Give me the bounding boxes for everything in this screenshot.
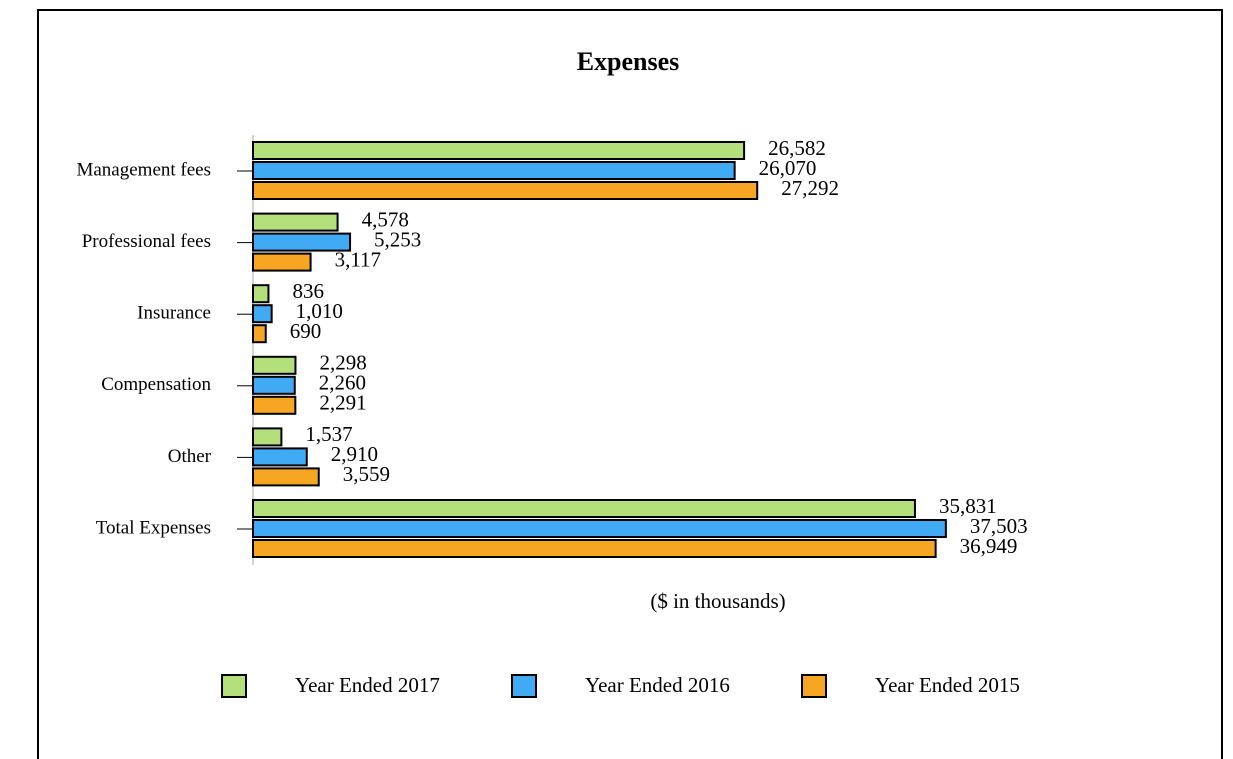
- bar: [252, 447, 308, 467]
- y-tick-label: Professional fees: [82, 231, 211, 252]
- bar: [252, 141, 746, 160]
- bar: [252, 355, 297, 375]
- value-label: 3,117: [335, 247, 381, 271]
- y-tick-label: Insurance: [137, 303, 211, 324]
- value-label: 35,831: [939, 494, 997, 518]
- bar: [252, 519, 947, 538]
- bar: [252, 427, 283, 447]
- chart-title: Expenses: [577, 47, 680, 76]
- bar: [252, 375, 296, 395]
- bar: [252, 324, 267, 344]
- value-label: 37,503: [970, 514, 1028, 538]
- bar: [252, 395, 297, 415]
- bar: [252, 499, 916, 518]
- bar: [252, 252, 312, 272]
- legend-swatch: [801, 674, 827, 698]
- value-label: 1,010: [296, 299, 343, 323]
- y-tick-label: Total Expenses: [96, 517, 211, 538]
- bar: [252, 284, 270, 304]
- legend-label: Year Ended 2017: [295, 673, 440, 697]
- value-label: 5,253: [374, 227, 421, 251]
- y-tick-label: Compensation: [101, 374, 211, 395]
- frame: [37, 9, 1223, 759]
- bar: [252, 212, 339, 232]
- bar: [252, 232, 352, 252]
- value-label: 3,559: [343, 462, 390, 486]
- value-label: 2,910: [331, 442, 378, 466]
- y-tick-label: Management fees: [76, 159, 211, 180]
- value-label: 26,070: [759, 156, 817, 180]
- value-label: 836: [292, 279, 324, 303]
- value-label: 2,291: [319, 391, 366, 415]
- legend-swatch: [511, 674, 537, 698]
- value-label: 690: [290, 319, 322, 343]
- value-label: 1,537: [305, 422, 352, 446]
- bar: [252, 304, 273, 324]
- x-axis-label: ($ in thousands): [650, 589, 785, 613]
- legend-label: Year Ended 2015: [875, 673, 1020, 697]
- value-label: 36,949: [960, 534, 1018, 558]
- legend-swatch: [221, 674, 247, 698]
- value-label: 26,582: [768, 136, 826, 160]
- bar: [252, 181, 759, 200]
- bar: [252, 467, 320, 487]
- bar: [252, 539, 937, 558]
- legend-label: Year Ended 2016: [585, 673, 730, 697]
- y-tick-label: Other: [168, 446, 212, 467]
- value-label: 27,292: [781, 176, 839, 200]
- value-label: 4,578: [362, 207, 409, 231]
- bar: [252, 161, 736, 180]
- value-label: 2,260: [319, 371, 366, 395]
- value-label: 2,298: [319, 351, 366, 375]
